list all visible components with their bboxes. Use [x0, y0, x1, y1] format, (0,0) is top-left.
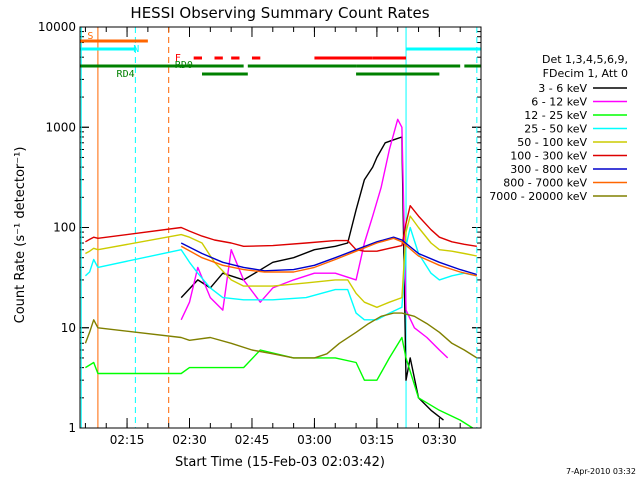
- x-tick-label: 03:15: [360, 433, 395, 447]
- y-tick-label: 1000: [45, 120, 76, 134]
- status-label-rd4: RD4: [117, 69, 135, 80]
- x-axis-label: Start Time (15-Feb-03 02:03:42): [175, 455, 385, 470]
- series-line-3: [85, 336, 474, 429]
- y-axis-label: Count Rate (s⁻¹ detector⁻¹): [13, 147, 28, 324]
- series-line-5: [85, 215, 477, 308]
- series-line-4: [84, 226, 477, 321]
- series-line-2: [180, 118, 449, 359]
- status-label-rd0: RD0: [175, 60, 193, 71]
- y-tick-label: 10: [61, 321, 76, 335]
- legend-label: 25 - 50 keV: [524, 123, 587, 136]
- x-tick-label: 03:30: [422, 433, 457, 447]
- legend-label: 7000 - 20000 keV: [489, 190, 587, 203]
- legend-label: 100 - 300 keV: [510, 150, 587, 163]
- legend-label: 12 - 25 keV: [524, 109, 587, 122]
- legend-label: 3 - 6 keV: [538, 82, 587, 95]
- series-line-7: [180, 236, 477, 276]
- legend-header-line-2: FDecim 1, Att 0: [543, 67, 628, 80]
- status-label-s: S: [87, 31, 93, 42]
- chart-title: HESSI Observing Summary Count Rates: [130, 4, 429, 22]
- x-tick-label: 02:30: [172, 433, 207, 447]
- plot-frame: [79, 26, 482, 429]
- status-label-n: N: [133, 44, 139, 55]
- series-line-9: [84, 312, 478, 359]
- series-line-6: [85, 204, 477, 252]
- y-tick-label: 10000: [38, 20, 76, 34]
- legend-label: 800 - 7000 keV: [503, 177, 587, 190]
- y-tick-label: 1: [68, 421, 76, 435]
- legend-header-line-1: Det 1,3,4,5,6,9,: [542, 53, 628, 66]
- status-label-f: F: [175, 53, 181, 64]
- footer-date: 7-Apr-2010 03:32: [566, 467, 636, 476]
- x-tick-label: 02:15: [110, 433, 145, 447]
- series-line-8: [180, 237, 477, 277]
- legend-label: 6 - 12 keV: [531, 96, 587, 109]
- legend-label: 50 - 100 keV: [517, 136, 587, 149]
- series-line-1: [180, 136, 444, 421]
- x-tick-label: 02:45: [235, 433, 270, 447]
- y-tick-label: 100: [53, 221, 76, 235]
- legend-label: 300 - 800 keV: [510, 163, 587, 176]
- legend: Det 1,3,4,5,6,9, FDecim 1, Att 0 3 - 6 k…: [489, 53, 628, 203]
- x-tick-label: 03:00: [297, 433, 332, 447]
